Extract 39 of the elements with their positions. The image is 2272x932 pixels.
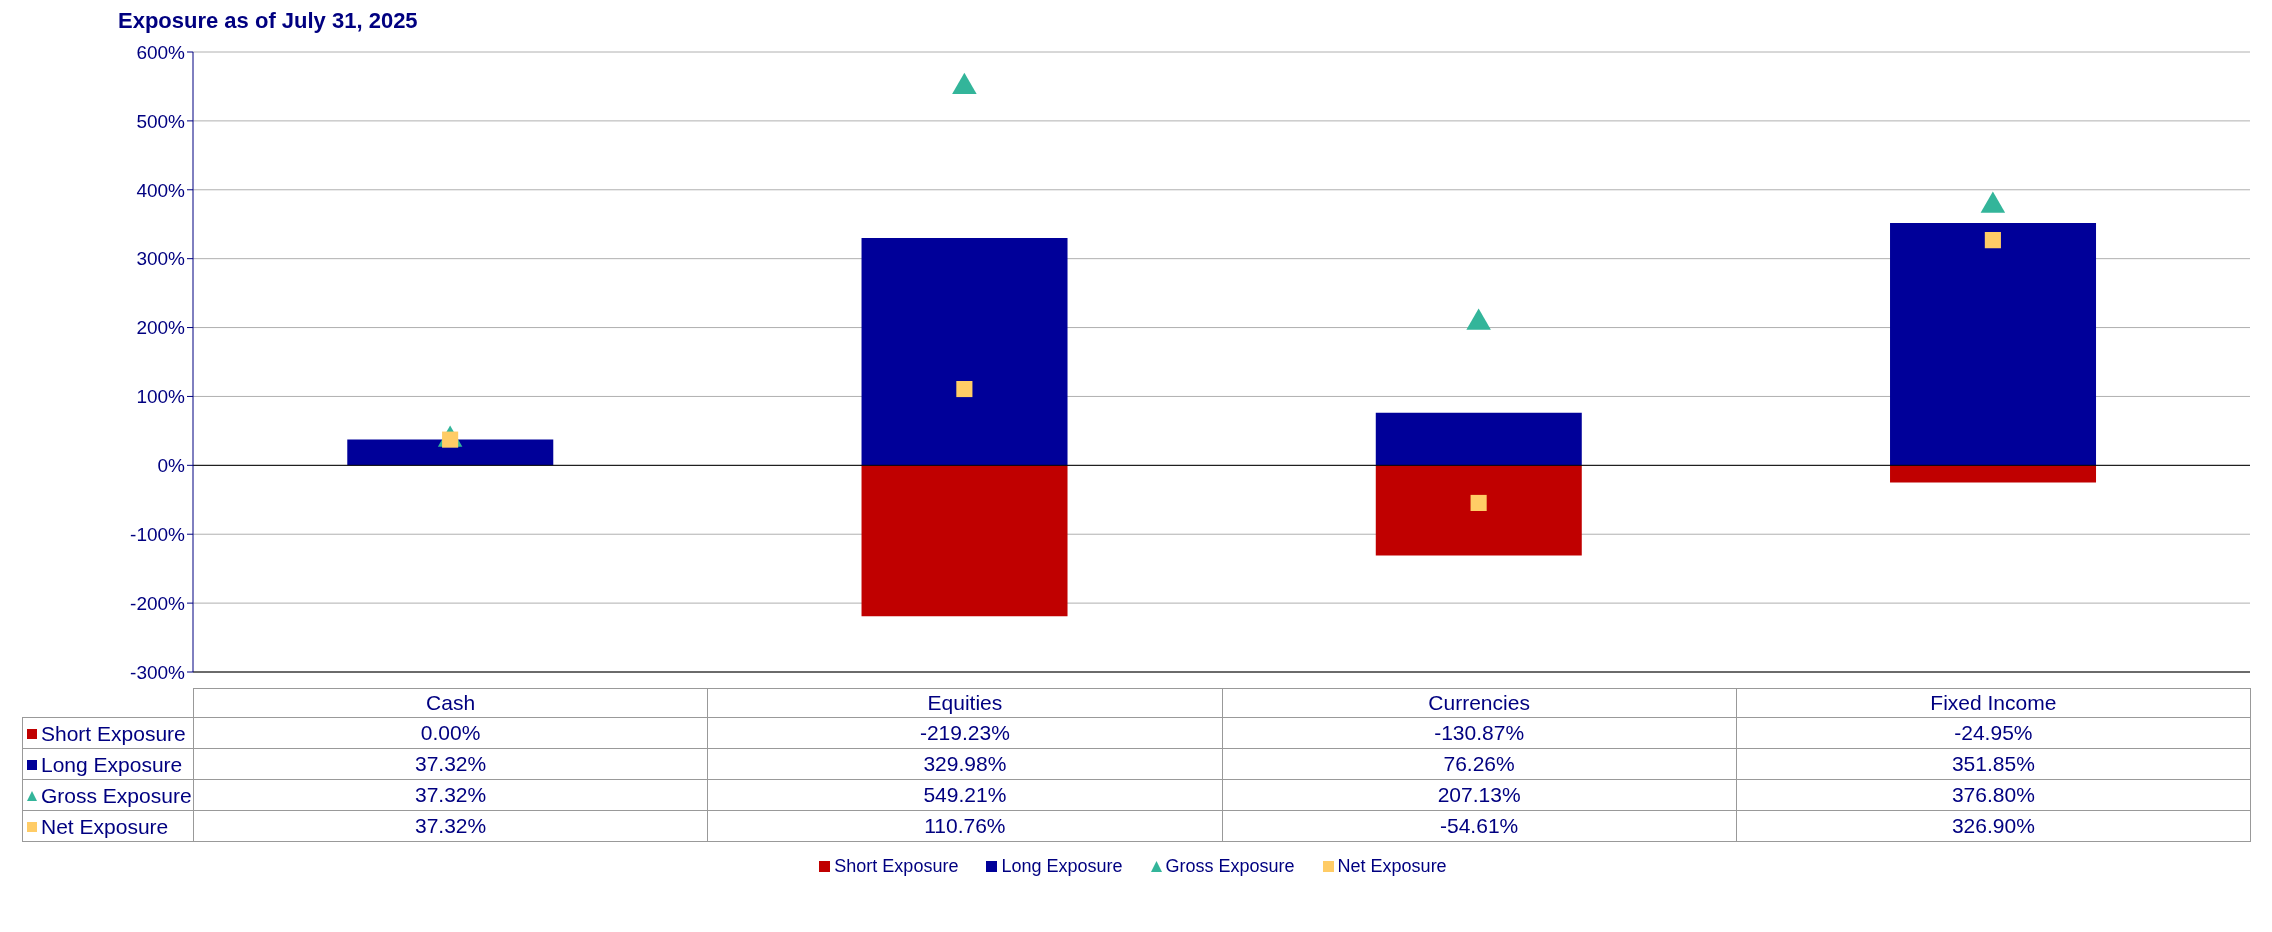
data-label: -24.95% (1736, 717, 2251, 749)
x-tick-label: Fixed Income (1736, 688, 2251, 718)
data-label: -219.23% (707, 717, 1222, 749)
text: Short Exposure (41, 722, 186, 745)
y-tick-label: -200% (130, 592, 186, 614)
data-label: 207.13% (1222, 779, 1737, 811)
y-tick-label: 100% (136, 386, 186, 408)
y-tick-label: -300% (130, 661, 186, 683)
x-tick-label: Equities (707, 688, 1222, 718)
data-label: 37.32% (193, 779, 708, 811)
data-label: -54.61% (1222, 810, 1737, 842)
text: Gross Exposure (41, 784, 192, 807)
data-label: -130.87% (1222, 717, 1737, 749)
x-tick-label: Currencies (1222, 688, 1737, 718)
data-label: 0.00% (193, 717, 708, 749)
data-label: 37.32% (193, 810, 708, 842)
text: Long Exposure (1001, 856, 1123, 876)
y-tick-label: 500% (136, 110, 186, 132)
y-tick-label: -100% (130, 523, 186, 545)
chart-title: Exposure as of July 31, 2025 (118, 8, 419, 34)
data-label: 329.98% (707, 748, 1222, 780)
y-tick-label: 200% (136, 317, 186, 339)
y-tick-label: 600% (136, 41, 186, 63)
x-tick-label: Cash (193, 688, 708, 718)
y-tick-label: 400% (136, 179, 186, 201)
data-label: 549.21% (707, 779, 1222, 811)
text: Net Exposure (41, 815, 169, 838)
data-label: 37.32% (193, 748, 708, 780)
legend-label: Short Exposure (833, 856, 959, 877)
data-label: 76.26% (1222, 748, 1737, 780)
data-label: 326.90% (1736, 810, 2251, 842)
data-label: 351.85% (1736, 748, 2251, 780)
data-label: 376.80% (1736, 779, 2251, 811)
legend-label: Net Exposure (1336, 856, 1447, 877)
y-tick-label: 0% (157, 455, 186, 477)
legend-label: Long Exposure (40, 753, 183, 777)
legend-label: Gross Exposure (1164, 856, 1295, 877)
data-label: 110.76% (707, 810, 1222, 842)
y-tick-label: 300% (136, 248, 186, 270)
